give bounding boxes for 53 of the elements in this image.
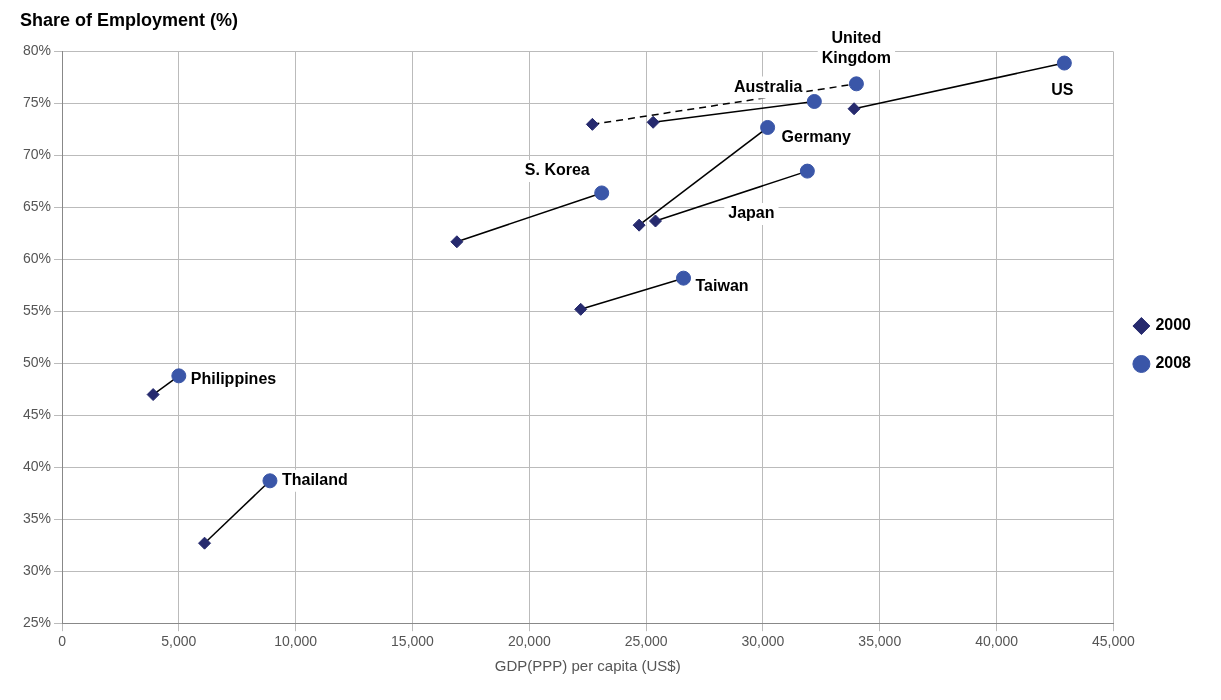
y-tick-label: 45% [22,406,52,423]
y-tick-label: 75% [22,94,52,111]
y-tick-label: 70% [22,146,52,163]
x-tick-label: 30,000 [741,633,785,650]
point [806,93,822,109]
legend-label: 2000 [1155,316,1192,334]
point [1056,55,1072,71]
legend-label: 2008 [1155,354,1192,372]
series-label: United Kingdom [821,29,892,67]
point [585,117,599,131]
x-tick-label: 35,000 [858,633,902,650]
series-label: Australia [733,77,803,95]
x-axis-title: GDP(PPP) per capita (US$) [494,657,681,675]
series-label: Germany [781,127,852,145]
point [760,119,776,135]
y-tick-label: 40% [22,458,52,475]
y-tick-label: 50% [22,354,52,371]
series-label: Taiwan [695,276,749,294]
x-tick-label: 15,000 [391,633,435,650]
series-label: Japan [728,204,775,222]
x-tick-label: 0 [58,633,67,650]
point [198,536,212,550]
y-tick-label: 30% [22,562,52,579]
point [594,185,610,201]
point [450,235,464,249]
point [847,102,861,116]
y-tick-label: 55% [22,302,52,319]
point [146,388,160,402]
point [632,218,646,232]
y-tick-label: 65% [22,198,52,215]
point [799,163,815,179]
point [648,214,662,228]
point [171,368,187,384]
point [646,115,660,129]
x-tick-label: 20,000 [507,633,551,650]
point [574,302,588,316]
point [262,473,278,489]
series-label: US [1051,81,1074,99]
series-label: Thailand [281,471,348,489]
y-tick-label: 35% [22,510,52,527]
x-tick-label: 40,000 [975,633,1019,650]
x-tick-label: 10,000 [274,633,318,650]
series-label: Philippines [190,370,277,388]
y-tick-label: 25% [22,614,52,631]
x-tick-label: 45,000 [1091,633,1136,650]
y-tick-label: 60% [22,250,52,267]
x-tick-label: 5,000 [161,633,197,650]
point [676,270,692,286]
chart-title: Share of Employment (%) [20,9,239,30]
series-label: S. Korea [524,161,590,179]
point [848,76,864,92]
y-tick-label: 80% [22,42,52,59]
x-tick-label: 25,000 [624,633,668,650]
